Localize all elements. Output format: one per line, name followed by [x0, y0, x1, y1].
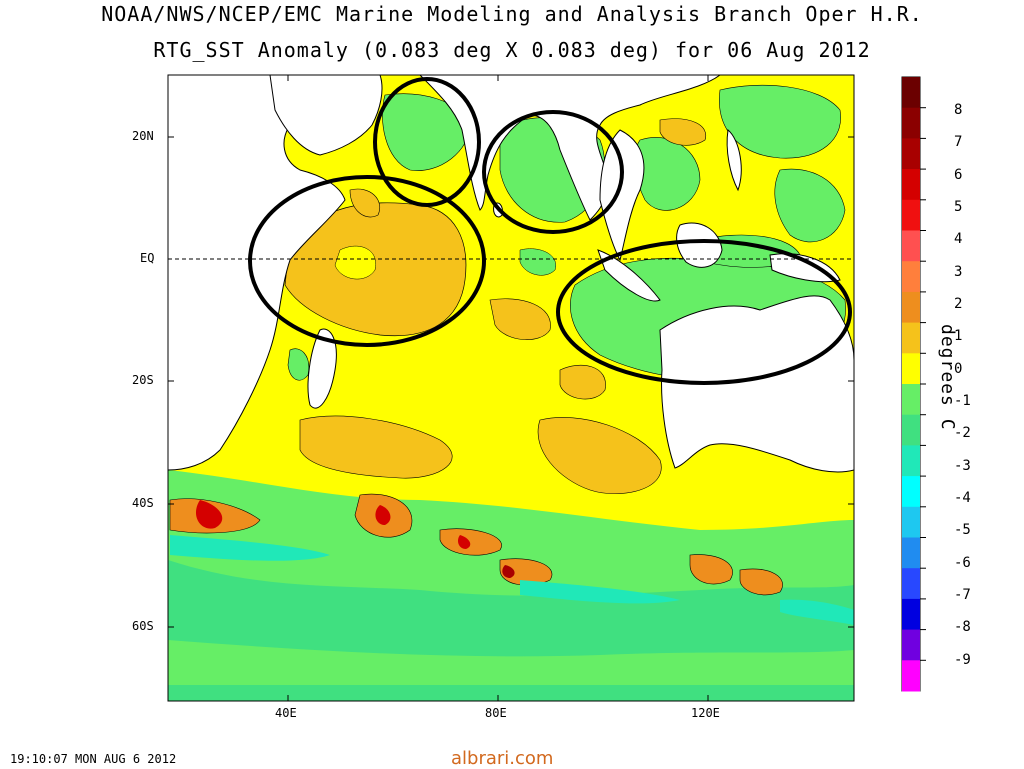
map-title-line1: NOAA/NWS/NCEP/EMC Marine Modeling and An… — [101, 2, 923, 26]
annotation-circles — [248, 77, 852, 385]
lat-label-40s: 40S — [132, 496, 154, 510]
colorbar-label: -9 — [954, 652, 971, 668]
annotation-circle-arabian-sea — [373, 77, 481, 207]
warm-patch-south-1 — [299, 415, 453, 479]
timestamp: 19:10:07 MON AUG 6 2012 — [10, 752, 177, 766]
cool-streak-1 — [170, 535, 330, 561]
colorbar-label: 4 — [954, 231, 963, 247]
cool-streak-3 — [780, 599, 854, 625]
neutral-arabian-sea — [382, 93, 471, 171]
land-africa — [168, 75, 346, 471]
colorbar-swatch — [902, 138, 920, 170]
credit-watermark: albrari.com — [451, 748, 554, 769]
colorbar-swatch — [902, 353, 920, 385]
colorbar-label: -5 — [954, 522, 971, 538]
warm-patch-pacific — [659, 118, 707, 146]
lon-label-40e: 40E — [275, 706, 297, 720]
colorbar-label: 8 — [954, 102, 963, 118]
land-philippines — [726, 129, 742, 192]
colorbar-swatch — [902, 506, 920, 538]
warm-patch-south-5 — [439, 528, 502, 556]
colorbar-swatch — [902, 476, 920, 508]
colorbar-swatch — [902, 169, 920, 201]
neutral-pacific-east — [774, 168, 846, 243]
land-australia — [659, 295, 854, 473]
land-new-guinea — [769, 253, 841, 283]
lat-label-20s: 20S — [132, 373, 154, 387]
annotation-circle-bay-of-bengal — [482, 110, 624, 234]
land-south-asia — [419, 75, 721, 221]
colorbar-swatch — [902, 322, 920, 354]
warm-patch-south-6 — [499, 558, 553, 586]
colorbar-swatch — [902, 660, 920, 692]
lat-label-20n: 20N — [132, 129, 154, 143]
colorbar-swatch — [902, 414, 920, 446]
map-frame — [167, 74, 855, 702]
hot-spot-2 — [375, 505, 391, 525]
colorbar-unit: degrees C — [937, 324, 958, 431]
warm-patch-central-1 — [489, 298, 551, 340]
warm-anomaly-inner — [334, 245, 377, 280]
colorbar-swatch — [902, 291, 920, 324]
colorbar-swatch — [902, 230, 920, 262]
colorbar-swatch — [902, 598, 920, 631]
colorbar-swatch — [902, 537, 920, 569]
colorbar-swatch — [902, 568, 920, 600]
colorbar-label: 5 — [954, 199, 963, 215]
colorbar-swatch — [902, 384, 920, 416]
map-title-line2: RTG_SST Anomaly (0.083 deg X 0.083 deg) … — [153, 38, 871, 62]
warm-patch-south-7 — [689, 554, 733, 585]
lon-label-80e: 80E — [485, 706, 507, 720]
neutral-patch-central — [519, 248, 556, 276]
hot-spot-1 — [195, 500, 223, 529]
colorbar-label: -8 — [954, 619, 971, 635]
axis-ticks — [168, 75, 854, 701]
lat-label-eq: EQ — [140, 251, 155, 265]
land-indochina — [599, 129, 645, 262]
colorbar-swatch — [902, 629, 920, 661]
colorbar-label: 7 — [954, 134, 963, 150]
colorbar-swatch — [902, 107, 920, 139]
annotation-circle-indonesia — [556, 239, 852, 385]
antarctic-cool-band — [168, 685, 854, 701]
lon-label-120e: 120E — [691, 706, 720, 720]
colorbar-swatch — [902, 261, 920, 293]
colorbar-label: -3 — [954, 458, 971, 474]
colorbar-label: -6 — [954, 555, 971, 571]
land-arabia — [269, 75, 383, 156]
annotation-circle-western-indian-ocean — [248, 175, 486, 347]
colorbar-label: 0 — [954, 361, 963, 377]
warm-patch-central-2 — [559, 364, 606, 400]
warm-patch-south-2 — [537, 417, 662, 495]
colorbar-label: -1 — [954, 393, 971, 409]
colorbar-label: 6 — [954, 167, 963, 183]
colorbar-label: 2 — [954, 296, 963, 312]
cool-streak-2 — [520, 580, 680, 604]
hot-spot-3 — [458, 535, 471, 549]
colorbar-label: 1 — [954, 328, 963, 344]
lat-label-60s: 60S — [132, 619, 154, 633]
map-field — [168, 75, 854, 701]
warm-patch-south-8 — [739, 568, 783, 596]
colorbar-label: 3 — [954, 264, 963, 280]
colorbar-swatch — [902, 77, 920, 109]
land-sumatra — [597, 249, 661, 302]
hot-spot-4 — [502, 565, 515, 578]
colorbar-label: -4 — [954, 490, 971, 506]
land-madagascar — [307, 328, 337, 409]
colorbar — [902, 77, 926, 692]
colorbar-label: -7 — [954, 587, 971, 603]
colorbar-swatch — [902, 199, 920, 231]
neutral-mozambique — [287, 348, 310, 381]
warm-anomaly-arabian — [349, 188, 380, 218]
colorbar-label: -2 — [954, 425, 971, 441]
colorbar-swatch — [902, 445, 920, 477]
